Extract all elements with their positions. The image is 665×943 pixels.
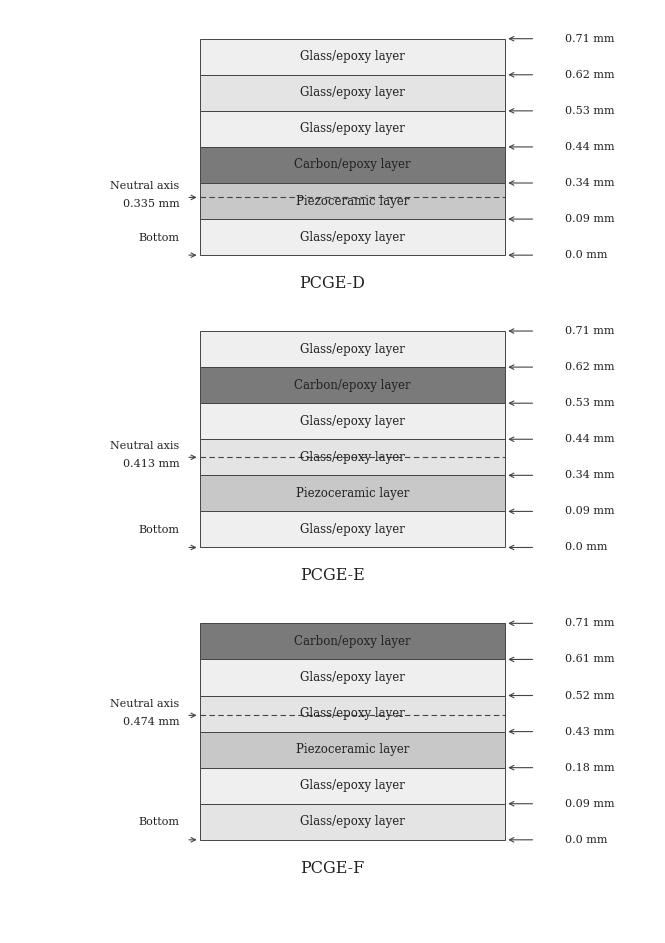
Text: Glass/epoxy layer: Glass/epoxy layer: [300, 87, 405, 99]
Text: Bottom: Bottom: [138, 525, 180, 535]
Bar: [200, 803, 505, 840]
Bar: [200, 367, 505, 404]
Text: Neutral axis: Neutral axis: [110, 440, 180, 451]
Bar: [200, 147, 505, 183]
Text: 0.52 mm: 0.52 mm: [565, 690, 615, 701]
Text: PCGE-E: PCGE-E: [300, 568, 365, 585]
Text: Glass/epoxy layer: Glass/epoxy layer: [300, 123, 405, 136]
Text: Carbon/epoxy layer: Carbon/epoxy layer: [294, 158, 411, 172]
Text: 0.71 mm: 0.71 mm: [565, 34, 614, 43]
Text: Neutral axis: Neutral axis: [110, 181, 180, 190]
Text: 0.0 mm: 0.0 mm: [565, 250, 608, 260]
Text: 0.34 mm: 0.34 mm: [565, 178, 615, 188]
Bar: [200, 732, 505, 768]
Bar: [200, 439, 505, 475]
Bar: [200, 623, 505, 659]
Bar: [200, 111, 505, 147]
Text: Glass/epoxy layer: Glass/epoxy layer: [300, 50, 405, 63]
Bar: [200, 219, 505, 256]
Text: Carbon/epoxy layer: Carbon/epoxy layer: [294, 379, 411, 391]
Text: 0.62 mm: 0.62 mm: [565, 70, 615, 80]
Bar: [200, 475, 505, 511]
Text: 0.61 mm: 0.61 mm: [565, 654, 615, 665]
Text: Bottom: Bottom: [138, 818, 180, 827]
Text: Glass/epoxy layer: Glass/epoxy layer: [300, 451, 405, 464]
Bar: [200, 659, 505, 696]
Text: Glass/epoxy layer: Glass/epoxy layer: [300, 523, 405, 536]
Text: Glass/epoxy layer: Glass/epoxy layer: [300, 707, 405, 720]
Text: PCGE-F: PCGE-F: [301, 860, 364, 877]
Bar: [200, 39, 505, 74]
Text: 0.53 mm: 0.53 mm: [565, 398, 615, 408]
Text: Piezoceramic layer: Piezoceramic layer: [296, 743, 409, 756]
Text: Piezoceramic layer: Piezoceramic layer: [296, 487, 409, 500]
Bar: [200, 768, 505, 803]
Text: Glass/epoxy layer: Glass/epoxy layer: [300, 671, 405, 684]
Text: Piezoceramic layer: Piezoceramic layer: [296, 194, 409, 207]
Text: 0.62 mm: 0.62 mm: [565, 362, 615, 372]
Text: 0.09 mm: 0.09 mm: [565, 214, 615, 224]
Text: 0.44 mm: 0.44 mm: [565, 435, 615, 444]
Text: PCGE-D: PCGE-D: [299, 275, 366, 292]
Text: Glass/epoxy layer: Glass/epoxy layer: [300, 342, 405, 356]
Text: 0.0 mm: 0.0 mm: [565, 835, 608, 845]
Text: 0.09 mm: 0.09 mm: [565, 506, 615, 517]
Text: 0.413 mm: 0.413 mm: [123, 459, 180, 469]
Bar: [200, 183, 505, 219]
Text: 0.34 mm: 0.34 mm: [565, 471, 615, 480]
Text: Glass/epoxy layer: Glass/epoxy layer: [300, 816, 405, 828]
Bar: [200, 404, 505, 439]
Bar: [200, 74, 505, 111]
Text: 0.44 mm: 0.44 mm: [565, 142, 615, 152]
Text: 0.335 mm: 0.335 mm: [123, 199, 180, 209]
Text: 0.0 mm: 0.0 mm: [565, 542, 608, 553]
Text: 0.53 mm: 0.53 mm: [565, 106, 615, 116]
Bar: [200, 696, 505, 732]
Text: Bottom: Bottom: [138, 233, 180, 242]
Text: 0.474 mm: 0.474 mm: [123, 718, 180, 727]
Text: Glass/epoxy layer: Glass/epoxy layer: [300, 779, 405, 792]
Text: 0.09 mm: 0.09 mm: [565, 799, 615, 809]
Text: 0.43 mm: 0.43 mm: [565, 727, 615, 736]
Text: 0.18 mm: 0.18 mm: [565, 763, 615, 772]
Bar: [200, 511, 505, 548]
Text: Neutral axis: Neutral axis: [110, 699, 180, 709]
Text: 0.71 mm: 0.71 mm: [565, 326, 614, 336]
Text: Carbon/epoxy layer: Carbon/epoxy layer: [294, 635, 411, 648]
Text: 0.71 mm: 0.71 mm: [565, 619, 614, 628]
Text: Glass/epoxy layer: Glass/epoxy layer: [300, 415, 405, 428]
Bar: [200, 331, 505, 367]
Text: Glass/epoxy layer: Glass/epoxy layer: [300, 231, 405, 243]
